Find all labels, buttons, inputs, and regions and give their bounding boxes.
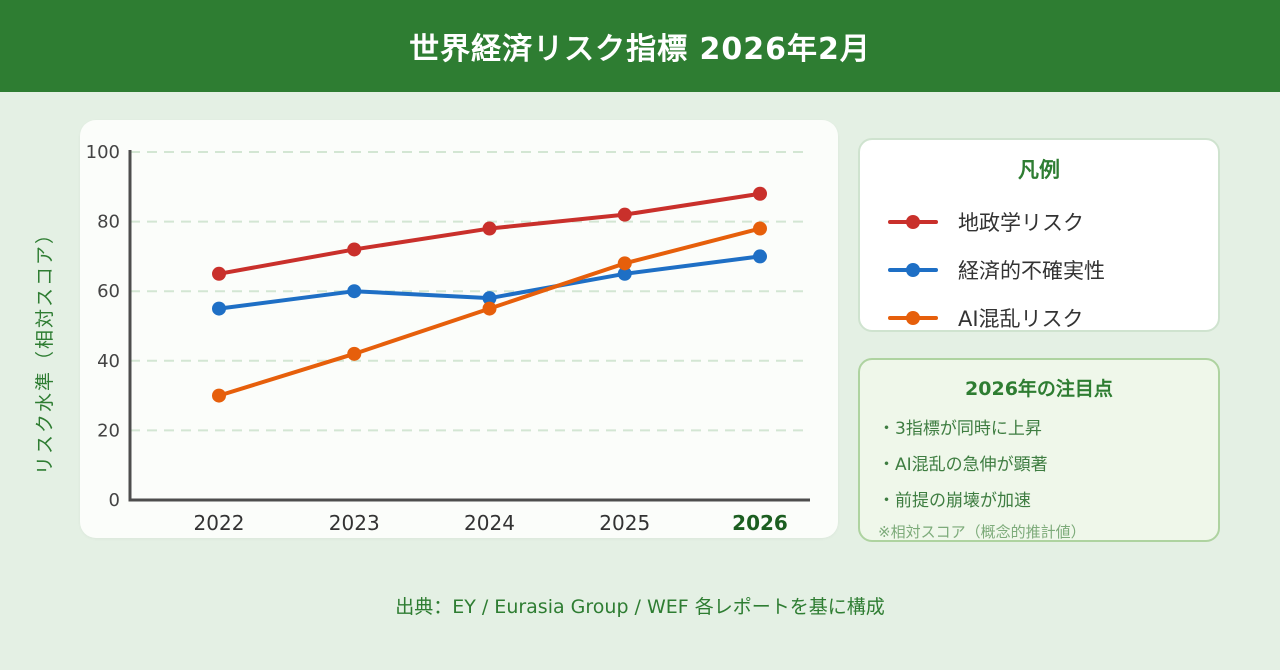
data-point <box>212 301 226 316</box>
legend-item-label: 経済的不確実性 <box>958 259 1105 283</box>
x-tick-label: 2024 <box>464 511 515 535</box>
legend-item-label: 地政学リスク <box>958 211 1084 235</box>
legend-title: 凡例 <box>1018 158 1060 182</box>
source-text: 出典：EY / Eurasia Group / WEF 各レポートを基に構成 <box>395 596 885 618</box>
data-point <box>347 242 362 257</box>
data-point <box>212 388 226 403</box>
x-tick-label: 2026 <box>732 511 788 535</box>
legend-line-dot-icon <box>888 214 938 230</box>
y-axis-label: リスク水準（相対スコア） <box>34 222 56 475</box>
notes-bullet: ・前提の崩壊が加速 <box>878 491 1031 511</box>
notes-box: 2026年の注目点 ・3指標が同時に上昇 ・AI混乱の急伸が顕著 ・前提の崩壊が加速… <box>858 358 1220 542</box>
line-chart: 0 20 40 60 80 100 2022 2023 2024 2025 2026 <box>86 142 810 535</box>
data-point <box>753 221 767 236</box>
x-tick-label: 2023 <box>329 511 380 535</box>
legend-box: 凡例 地政学リスク 経済的不確実性 AI混乱リスク <box>858 138 1220 332</box>
notes-bullet: ・AI混乱の急伸が顕著 <box>878 455 1048 475</box>
data-point <box>753 249 767 264</box>
data-point <box>347 346 362 361</box>
data-point <box>482 291 497 306</box>
header-bar: 世界経済リスク指標 2026年2月 <box>0 0 1280 92</box>
legend-item: AI混乱リスク <box>860 294 1218 342</box>
notes-title: 2026年の注目点 <box>965 378 1113 400</box>
y-tick-label: 60 <box>97 281 120 302</box>
legend-item: 地政学リスク <box>860 198 1218 246</box>
legend-line-dot-icon <box>888 262 938 278</box>
y-tick-label: 20 <box>97 420 120 441</box>
notes-footnote: ※相対スコア（概念的推計値） <box>878 523 1086 541</box>
data-point <box>617 256 632 271</box>
notes-bullets: ・3指標が同時に上昇 ・AI混乱の急伸が顕著 ・前提の崩壊が加速 <box>878 411 1200 519</box>
y-tick-label: 0 <box>109 490 120 511</box>
data-point <box>617 266 632 281</box>
chart-card: 0 20 40 60 80 100 2022 2023 2024 2025 2026 <box>80 120 838 538</box>
y-tick-label: 40 <box>97 351 120 372</box>
data-point <box>482 221 497 236</box>
page-title: 世界経済リスク指標 2026年2月 <box>409 32 871 67</box>
y-tick-label: 100 <box>86 142 120 163</box>
x-tick-label: 2025 <box>599 511 650 535</box>
legend-item-label: AI混乱リスク <box>958 307 1084 331</box>
data-point <box>617 207 632 222</box>
data-point <box>753 186 767 201</box>
legend-line-dot-icon <box>888 310 938 326</box>
data-point <box>347 284 362 299</box>
data-point <box>482 301 497 316</box>
legend-items: 地政学リスク 経済的不確実性 AI混乱リスク <box>860 198 1218 342</box>
data-point <box>212 266 226 281</box>
legend-item: 経済的不確実性 <box>860 246 1218 294</box>
x-tick-label: 2022 <box>194 511 245 535</box>
notes-bullet: ・3指標が同時に上昇 <box>878 419 1042 439</box>
y-tick-label: 80 <box>97 212 120 233</box>
